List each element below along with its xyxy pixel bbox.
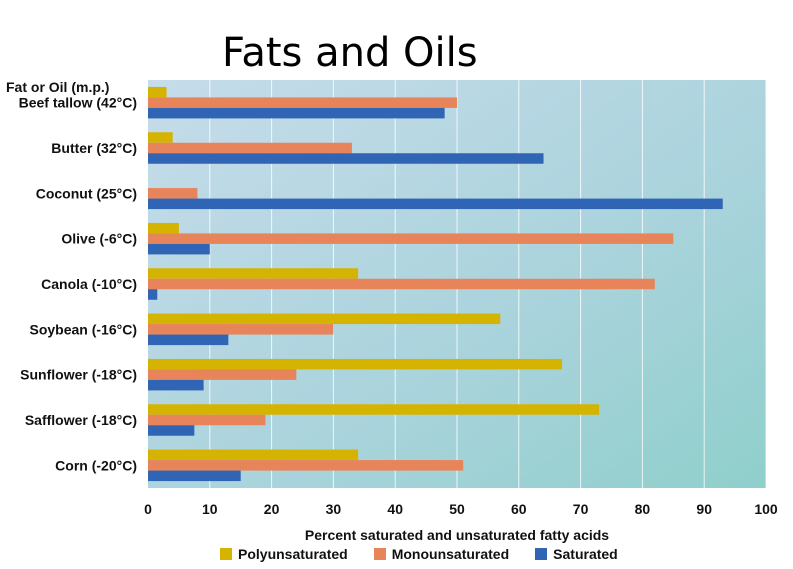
category-label: Corn (-20°C): [55, 457, 137, 473]
category-label: Beef tallow (42°C): [19, 95, 137, 111]
legend-item: Polyunsaturated: [220, 546, 348, 562]
x-tick-label: 80: [635, 501, 651, 517]
bar-polyunsaturated: [148, 268, 359, 279]
chart-title: Fats and Oils: [222, 30, 478, 76]
category-label: Olive (-6°C): [61, 231, 137, 247]
bar-monounsaturated: [148, 460, 464, 471]
x-tick-label: 30: [326, 501, 342, 517]
x-tick-label: 20: [264, 501, 280, 517]
legend-swatch: [535, 548, 548, 560]
bar-polyunsaturated: [148, 358, 563, 370]
bar-monounsaturated: [148, 142, 352, 154]
x-tick-label: 60: [511, 501, 527, 517]
x-tick-label: 70: [573, 501, 589, 517]
bar-monounsaturated: [148, 97, 457, 108]
bar-polyunsaturated: [148, 86, 167, 98]
category-label: Coconut (25°C): [36, 185, 137, 201]
bar-saturated: [148, 153, 544, 164]
category-label: Safflower (-18°C): [25, 412, 137, 428]
category-label: Soybean (-16°C): [29, 321, 137, 337]
bar-saturated: [148, 198, 723, 210]
bar-polyunsaturated: [148, 313, 501, 325]
bar-polyunsaturated: [148, 449, 359, 461]
bar-monounsaturated: [148, 278, 655, 290]
bar-monounsaturated: [148, 188, 198, 199]
legend-label: Monounsaturated: [391, 546, 510, 562]
bar-monounsaturated: [148, 369, 297, 380]
x-tick-label: 40: [387, 501, 403, 517]
bar-monounsaturated: [148, 324, 334, 335]
x-tick-label: 100: [754, 501, 778, 517]
category-label: Butter (32°C): [51, 140, 137, 156]
legend-swatch: [373, 548, 386, 560]
legend-swatch: [220, 548, 232, 560]
bar-saturated: [148, 289, 158, 300]
category-axis-label: Fat or Oil (m.p.): [6, 79, 109, 95]
bar-saturated: [148, 107, 445, 119]
x-tick-label: 90: [696, 501, 712, 517]
legend: Polyunsaturated Monounsaturated Saturated: [220, 546, 618, 562]
bar-saturated: [148, 425, 195, 436]
x-tick-label: 0: [144, 501, 152, 517]
category-label: Canola (-10°C): [41, 276, 137, 292]
x-tick-label: 10: [202, 501, 218, 517]
bar-monounsaturated: [148, 414, 266, 426]
category-label: Sunflower (-18°C): [20, 367, 137, 383]
legend-label: Saturated: [553, 546, 618, 562]
legend-label: Polyunsaturated: [238, 546, 348, 562]
x-axis-label: Percent saturated and unsaturated fatty …: [305, 527, 609, 543]
bar-monounsaturated: [148, 233, 674, 244]
bar-saturated: [148, 470, 241, 482]
bar-saturated: [148, 379, 204, 391]
legend-item: Monounsaturated: [373, 546, 510, 562]
bar-saturated: [148, 334, 229, 346]
legend-item: Saturated: [535, 546, 618, 562]
bar-saturated: [148, 243, 210, 255]
bar-polyunsaturated: [148, 132, 173, 143]
bar-polyunsaturated: [148, 404, 600, 415]
x-tick-label: 50: [449, 501, 465, 517]
bar-polyunsaturated: [148, 222, 179, 234]
